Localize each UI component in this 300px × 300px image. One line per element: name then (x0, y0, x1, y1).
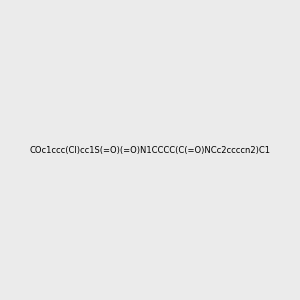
Text: COc1ccc(Cl)cc1S(=O)(=O)N1CCCC(C(=O)NCc2ccccn2)C1: COc1ccc(Cl)cc1S(=O)(=O)N1CCCC(C(=O)NCc2c… (29, 146, 271, 154)
